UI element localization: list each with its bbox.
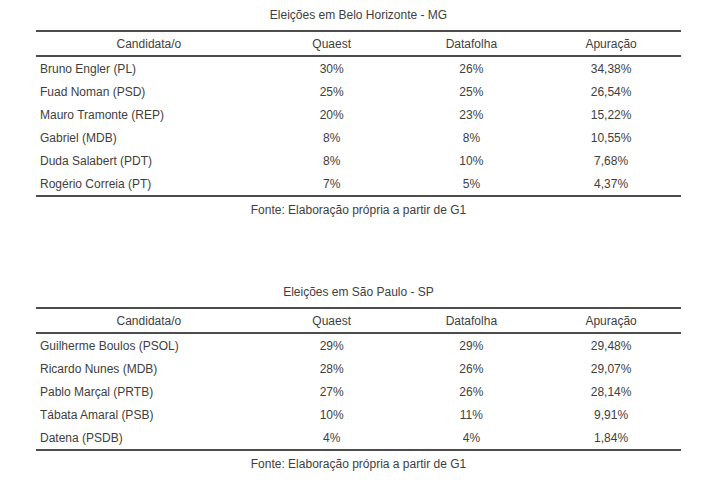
quaest-value: 8%: [262, 149, 402, 172]
candidate-name: Ricardo Nunes (MDB): [36, 357, 262, 380]
candidate-name: Guilherme Boulos (PSOL): [36, 333, 262, 357]
table-row: Bruno Engler (PL) 30% 26% 34,38%: [36, 56, 681, 80]
column-header-quaest: Quaest: [262, 31, 402, 56]
quaest-value: 28%: [262, 357, 402, 380]
apuracao-value: 34,38%: [541, 56, 681, 80]
apuracao-value: 26,54%: [541, 80, 681, 103]
column-header-datafolha: Datafolha: [402, 308, 542, 333]
column-header-quaest: Quaest: [262, 308, 402, 333]
quaest-value: 4%: [262, 426, 402, 450]
quaest-value: 10%: [262, 403, 402, 426]
datafolha-value: 23%: [402, 103, 542, 126]
candidate-name: Gabriel (MDB): [36, 126, 262, 149]
quaest-value: 7%: [262, 172, 402, 196]
column-header-datafolha: Datafolha: [402, 31, 542, 56]
apuracao-value: 1,84%: [541, 426, 681, 450]
datafolha-value: 26%: [402, 56, 542, 80]
datafolha-value: 8%: [402, 126, 542, 149]
header-row: Candidata/o Quaest Datafolha Apuração: [36, 31, 681, 56]
results-table-belo-horizonte: Candidata/o Quaest Datafolha Apuração Br…: [36, 30, 681, 197]
table-row: Fuad Noman (PSD) 25% 25% 26,54%: [36, 80, 681, 103]
datafolha-value: 10%: [402, 149, 542, 172]
source-note: Fonte: Elaboração própria a partir de G1: [36, 457, 681, 471]
candidate-name: Datena (PSDB): [36, 426, 262, 450]
quaest-value: 8%: [262, 126, 402, 149]
apuracao-value: 10,55%: [541, 126, 681, 149]
apuracao-value: 28,14%: [541, 380, 681, 403]
quaest-value: 20%: [262, 103, 402, 126]
datafolha-value: 4%: [402, 426, 542, 450]
header-row: Candidata/o Quaest Datafolha Apuração: [36, 308, 681, 333]
candidate-name: Pablo Marçal (PRTB): [36, 380, 262, 403]
table-block-belo-horizonte: Eleições em Belo Horizonte - MG Candidat…: [36, 8, 681, 217]
column-header-apuracao: Apuração: [541, 308, 681, 333]
candidate-name: Bruno Engler (PL): [36, 56, 262, 80]
column-header-candidate: Candidata/o: [36, 31, 262, 56]
candidate-name: Mauro Tramonte (REP): [36, 103, 262, 126]
table-row: Ricardo Nunes (MDB) 28% 26% 29,07%: [36, 357, 681, 380]
candidate-name: Tábata Amaral (PSB): [36, 403, 262, 426]
document-page: Eleições em Belo Horizonte - MG Candidat…: [0, 0, 724, 485]
apuracao-value: 29,48%: [541, 333, 681, 357]
quaest-value: 25%: [262, 80, 402, 103]
table-title: Eleições em Belo Horizonte - MG: [36, 8, 681, 23]
table-title: Eleições em São Paulo - SP: [36, 285, 681, 300]
datafolha-value: 11%: [402, 403, 542, 426]
table-row: Mauro Tramonte (REP) 20% 23% 15,22%: [36, 103, 681, 126]
candidate-name: Fuad Noman (PSD): [36, 80, 262, 103]
column-header-candidate: Candidata/o: [36, 308, 262, 333]
datafolha-value: 5%: [402, 172, 542, 196]
table-row: Gabriel (MDB) 8% 8% 10,55%: [36, 126, 681, 149]
table-row: Pablo Marçal (PRTB) 27% 26% 28,14%: [36, 380, 681, 403]
table-block-sao-paulo: Eleições em São Paulo - SP Candidata/o Q…: [36, 285, 681, 471]
apuracao-value: 15,22%: [541, 103, 681, 126]
quaest-value: 30%: [262, 56, 402, 80]
apuracao-value: 7,68%: [541, 149, 681, 172]
datafolha-value: 26%: [402, 357, 542, 380]
table-row: Rogério Correia (PT) 7% 5% 4,37%: [36, 172, 681, 196]
table-row: Guilherme Boulos (PSOL) 29% 29% 29,48%: [36, 333, 681, 357]
apuracao-value: 29,07%: [541, 357, 681, 380]
apuracao-value: 9,91%: [541, 403, 681, 426]
datafolha-value: 26%: [402, 380, 542, 403]
table-row: Duda Salabert (PDT) 8% 10% 7,68%: [36, 149, 681, 172]
candidate-name: Rogério Correia (PT): [36, 172, 262, 196]
table-row: Datena (PSDB) 4% 4% 1,84%: [36, 426, 681, 450]
quaest-value: 29%: [262, 333, 402, 357]
table-row: Tábata Amaral (PSB) 10% 11% 9,91%: [36, 403, 681, 426]
datafolha-value: 29%: [402, 333, 542, 357]
datafolha-value: 25%: [402, 80, 542, 103]
quaest-value: 27%: [262, 380, 402, 403]
results-table-sao-paulo: Candidata/o Quaest Datafolha Apuração Gu…: [36, 307, 681, 451]
apuracao-value: 4,37%: [541, 172, 681, 196]
column-header-apuracao: Apuração: [541, 31, 681, 56]
candidate-name: Duda Salabert (PDT): [36, 149, 262, 172]
source-note: Fonte: Elaboração própria a partir de G1: [36, 203, 681, 217]
